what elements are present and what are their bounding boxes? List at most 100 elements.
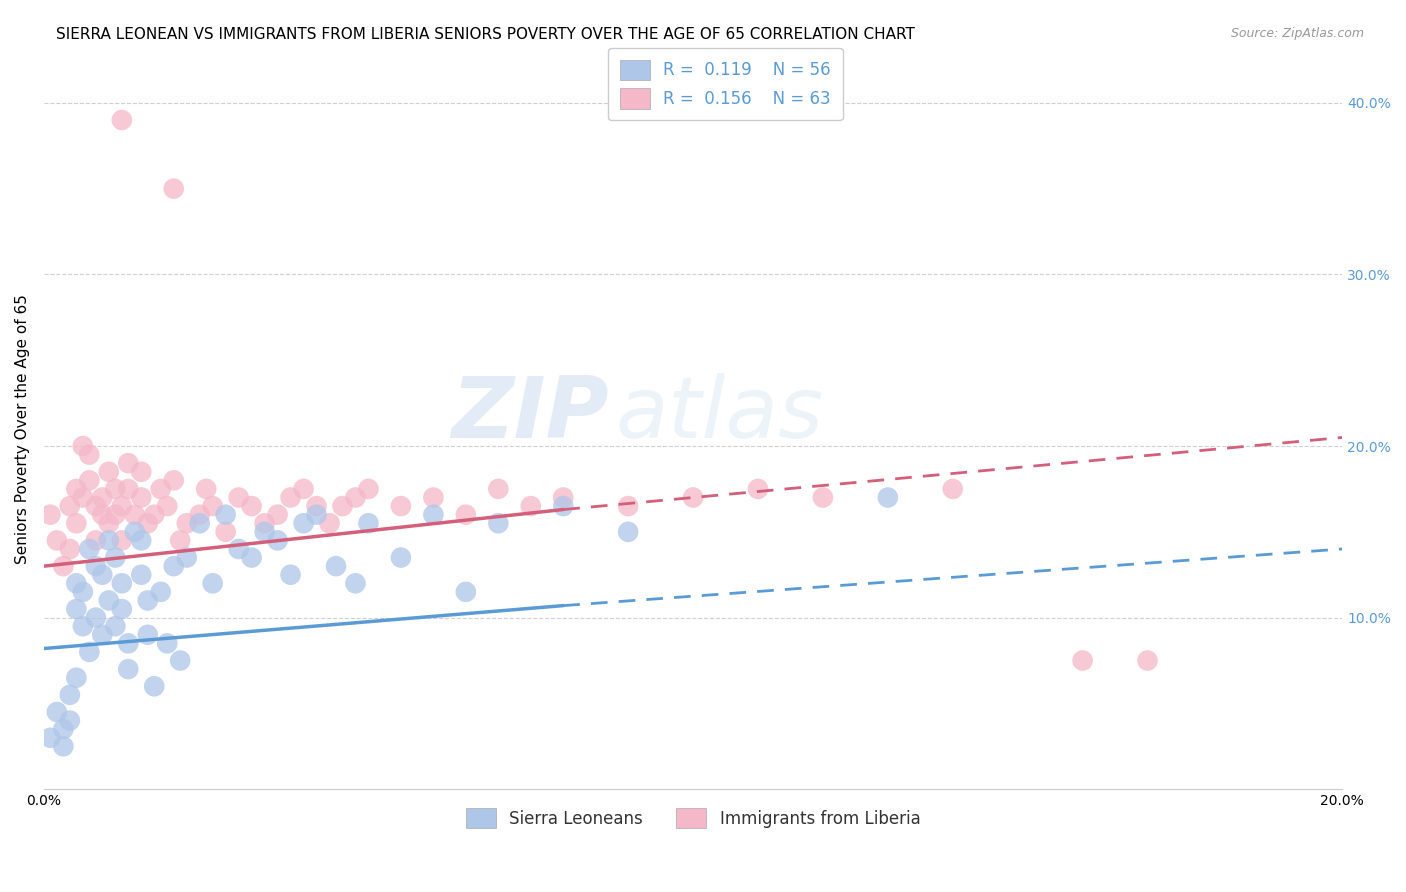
Point	[240, 499, 263, 513]
Point	[214, 508, 236, 522]
Point	[97, 465, 120, 479]
Point	[91, 567, 114, 582]
Point	[111, 576, 134, 591]
Point	[84, 610, 107, 624]
Point	[59, 688, 82, 702]
Point	[305, 508, 328, 522]
Point	[45, 533, 67, 548]
Point	[124, 524, 146, 539]
Point	[332, 499, 354, 513]
Point	[111, 113, 134, 128]
Point	[79, 541, 101, 556]
Point	[143, 508, 166, 522]
Point	[149, 482, 172, 496]
Y-axis label: Seniors Poverty Over the Age of 65: Seniors Poverty Over the Age of 65	[15, 294, 30, 564]
Point	[117, 662, 139, 676]
Legend: Sierra Leoneans, Immigrants from Liberia: Sierra Leoneans, Immigrants from Liberia	[460, 801, 927, 835]
Point	[266, 533, 288, 548]
Point	[84, 559, 107, 574]
Point	[1071, 653, 1094, 667]
Point	[747, 482, 769, 496]
Point	[91, 508, 114, 522]
Point	[344, 491, 367, 505]
Point	[84, 499, 107, 513]
Point	[169, 533, 191, 548]
Point	[454, 508, 477, 522]
Point	[149, 585, 172, 599]
Point	[45, 705, 67, 719]
Point	[318, 516, 340, 531]
Text: atlas: atlas	[616, 373, 823, 456]
Point	[65, 602, 87, 616]
Point	[117, 636, 139, 650]
Point	[136, 593, 159, 607]
Point	[156, 499, 179, 513]
Point	[65, 576, 87, 591]
Point	[72, 439, 94, 453]
Point	[553, 499, 575, 513]
Point	[129, 465, 152, 479]
Point	[357, 516, 380, 531]
Point	[97, 533, 120, 548]
Point	[65, 516, 87, 531]
Point	[65, 482, 87, 496]
Point	[104, 508, 127, 522]
Point	[163, 474, 186, 488]
Point	[52, 559, 75, 574]
Point	[129, 491, 152, 505]
Point	[169, 653, 191, 667]
Point	[72, 491, 94, 505]
Point	[201, 499, 224, 513]
Point	[79, 645, 101, 659]
Point	[129, 533, 152, 548]
Point	[454, 585, 477, 599]
Point	[280, 491, 302, 505]
Point	[422, 491, 444, 505]
Point	[97, 593, 120, 607]
Point	[389, 550, 412, 565]
Point	[201, 576, 224, 591]
Text: ZIP: ZIP	[451, 373, 609, 456]
Point	[117, 456, 139, 470]
Point	[129, 567, 152, 582]
Point	[292, 482, 315, 496]
Point	[124, 508, 146, 522]
Point	[59, 541, 82, 556]
Point	[59, 714, 82, 728]
Point	[266, 508, 288, 522]
Point	[52, 722, 75, 736]
Point	[344, 576, 367, 591]
Point	[91, 491, 114, 505]
Point	[163, 559, 186, 574]
Text: Source: ZipAtlas.com: Source: ZipAtlas.com	[1230, 27, 1364, 40]
Point	[228, 541, 250, 556]
Point	[422, 508, 444, 522]
Point	[104, 619, 127, 633]
Point	[52, 739, 75, 754]
Point	[104, 482, 127, 496]
Point	[72, 585, 94, 599]
Point	[111, 499, 134, 513]
Point	[188, 516, 211, 531]
Point	[104, 550, 127, 565]
Point	[65, 671, 87, 685]
Point	[176, 550, 198, 565]
Point	[280, 567, 302, 582]
Text: SIERRA LEONEAN VS IMMIGRANTS FROM LIBERIA SENIORS POVERTY OVER THE AGE OF 65 COR: SIERRA LEONEAN VS IMMIGRANTS FROM LIBERI…	[56, 27, 915, 42]
Point	[486, 482, 509, 496]
Point	[59, 499, 82, 513]
Point	[136, 628, 159, 642]
Point	[39, 731, 62, 745]
Point	[163, 181, 186, 195]
Point	[553, 491, 575, 505]
Point	[111, 533, 134, 548]
Point	[156, 636, 179, 650]
Point	[617, 499, 640, 513]
Point	[305, 499, 328, 513]
Point	[39, 508, 62, 522]
Point	[876, 491, 898, 505]
Point	[188, 508, 211, 522]
Point	[79, 474, 101, 488]
Point	[214, 524, 236, 539]
Point	[617, 524, 640, 539]
